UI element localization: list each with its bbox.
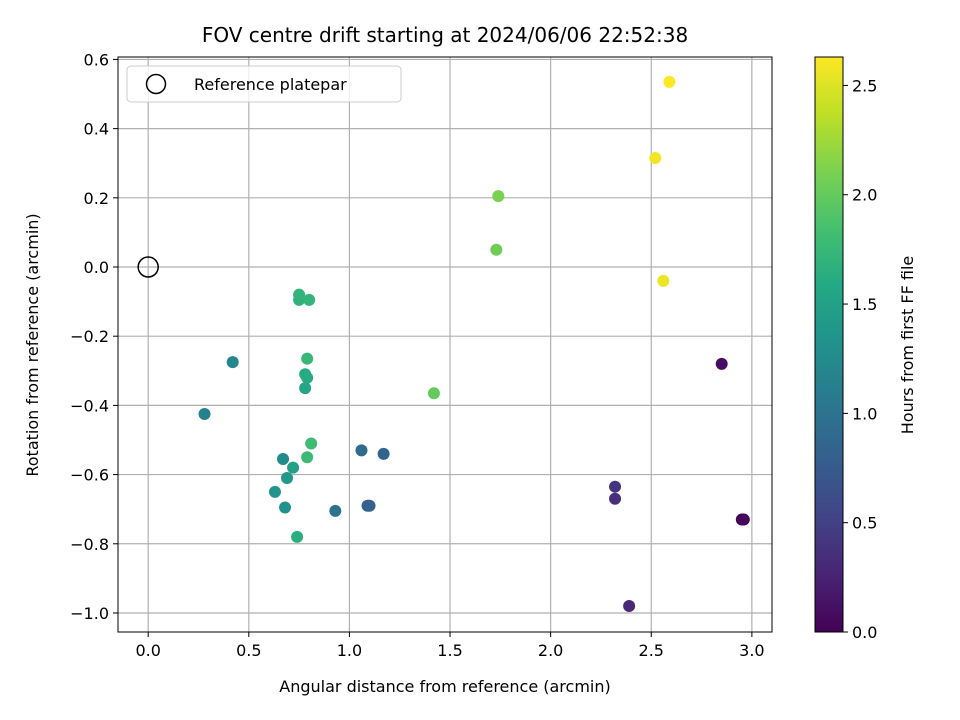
data-point	[355, 444, 368, 457]
x-tick-label: 2.0	[538, 641, 563, 660]
colorbar	[814, 56, 844, 633]
legend-marker-icon	[145, 73, 167, 95]
data-point	[301, 451, 314, 464]
reference-point	[137, 256, 159, 278]
data-point	[301, 371, 314, 384]
y-tick-label: −1.0	[70, 604, 109, 623]
reference-marker	[137, 256, 159, 278]
data-point	[492, 190, 505, 203]
x-tick-label: 2.5	[639, 641, 664, 660]
x-tick-label: 0.0	[135, 641, 160, 660]
y-tick-label: −0.8	[70, 535, 109, 554]
data-point	[198, 408, 211, 421]
y-tick-label: 0.6	[84, 50, 109, 69]
data-point	[663, 75, 676, 88]
data-point	[299, 382, 312, 395]
x-tick-label: 1.0	[337, 641, 362, 660]
data-point	[301, 352, 314, 365]
y-axis-label: Rotation from reference (arcmin)	[23, 213, 42, 476]
data-point	[377, 447, 390, 460]
colorbar-tick-label: 2.5	[852, 76, 877, 95]
y-tick-label: −0.6	[70, 466, 109, 485]
data-point	[427, 387, 440, 400]
data-point	[268, 485, 281, 498]
data-point	[281, 472, 294, 485]
y-tick-label: 0.4	[84, 120, 109, 139]
x-tick-label: 1.5	[437, 641, 462, 660]
data-point	[649, 152, 662, 165]
x-tick-label: 3.0	[739, 641, 764, 660]
colorbar-label: Hours from first FF file	[898, 256, 917, 435]
legend: Reference platepar	[126, 65, 402, 103]
data-point	[715, 357, 728, 370]
y-tick-label: −0.2	[70, 327, 109, 346]
data-point	[737, 513, 750, 526]
data-point	[279, 501, 292, 514]
data-point	[305, 437, 318, 450]
y-tick-label: 0.0	[84, 258, 109, 277]
colorbar-tick-label: 0.0	[852, 623, 877, 642]
data-point	[329, 504, 342, 517]
data-point	[291, 530, 304, 543]
data-point	[277, 453, 290, 466]
y-axis-ticks: 0.6 0.4 0.2 0.0 −0.2 −0.4 −0.6 −0.8 −1.0	[70, 50, 118, 623]
data-point	[657, 274, 670, 287]
legend-label: Reference platepar	[194, 75, 347, 94]
data-point	[303, 293, 316, 306]
x-axis-label: Angular distance from reference (arcmin)	[279, 677, 610, 696]
colorbar-tick-label: 0.5	[852, 514, 877, 533]
data-point	[490, 243, 503, 256]
data-point	[293, 288, 306, 301]
data-point	[609, 492, 622, 505]
legend-box	[126, 65, 402, 103]
colorbar-tick-label: 1.5	[852, 295, 877, 314]
colorbar-ticks: 0.0 0.5 1.0 1.5 2.0 2.5	[843, 76, 877, 642]
data-point	[623, 600, 636, 613]
data-point	[609, 480, 622, 493]
x-axis-ticks: 0.0 0.5 1.0 1.5 2.0 2.5 3.0	[135, 632, 765, 660]
data-point	[287, 461, 300, 474]
colorbar-tick-label: 2.0	[852, 186, 877, 205]
y-tick-label: −0.4	[70, 396, 109, 415]
y-tick-label: 0.2	[84, 189, 109, 208]
data-point	[361, 499, 374, 512]
colorbar-tick-label: 1.0	[852, 404, 877, 423]
x-tick-label: 0.5	[236, 641, 261, 660]
data-point	[226, 356, 239, 369]
grid	[118, 57, 772, 632]
plot-frame	[117, 56, 773, 633]
chart-title: FOV centre drift starting at 2024/06/06 …	[202, 23, 688, 47]
data-points	[198, 75, 750, 613]
